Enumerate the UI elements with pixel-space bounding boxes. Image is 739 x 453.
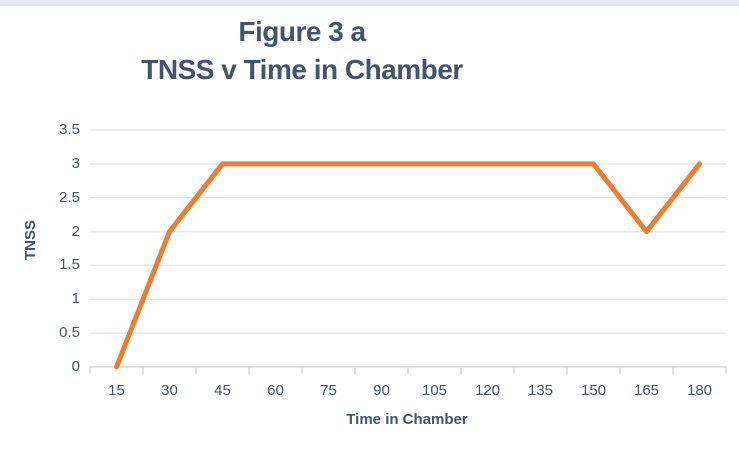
x-axis-tick-label: 150 [580, 382, 607, 399]
x-axis-tick-label: 135 [527, 382, 554, 399]
x-axis-tick-label: 180 [686, 382, 713, 399]
x-axis-tick-label: 105 [421, 382, 448, 399]
y-axis-tick-label: 1 [71, 290, 80, 308]
x-axis-tick-label: 165 [633, 382, 660, 399]
y-axis-tick-label: 2.5 [59, 188, 80, 206]
y-axis-tick-label: 0 [71, 358, 80, 375]
x-axis-title: Time in Chamber [346, 411, 468, 428]
x-axis-tick-label: 90 [373, 382, 390, 399]
x-axis-tick-label: 60 [267, 382, 284, 399]
y-axis-tick-label: 3.5 [59, 121, 80, 138]
y-axis-title: TNSS [22, 220, 39, 261]
x-axis-tick-label: 30 [161, 382, 178, 399]
y-axis-tick-label: 2 [71, 222, 80, 240]
chart-title-line-1: Figure 3 a [238, 16, 366, 47]
chart-title: Figure 3 a TNSS v Time in Chamber [0, 13, 604, 89]
tnss-series-line [114, 161, 702, 370]
x-axis-tick-label: 45 [214, 382, 231, 399]
y-axis-tick-label: 0.5 [59, 324, 80, 342]
top-divider-bar [0, 0, 739, 6]
y-axis-tick-label: 1.5 [59, 256, 80, 274]
x-axis-tick-label: 75 [320, 382, 337, 399]
chart-title-line-2: TNSS v Time in Chamber [141, 54, 463, 85]
x-axis-tick-label: 15 [108, 382, 125, 399]
x-axis-tick-label: 120 [474, 382, 501, 399]
y-axis-tick-label: 3 [71, 154, 80, 172]
